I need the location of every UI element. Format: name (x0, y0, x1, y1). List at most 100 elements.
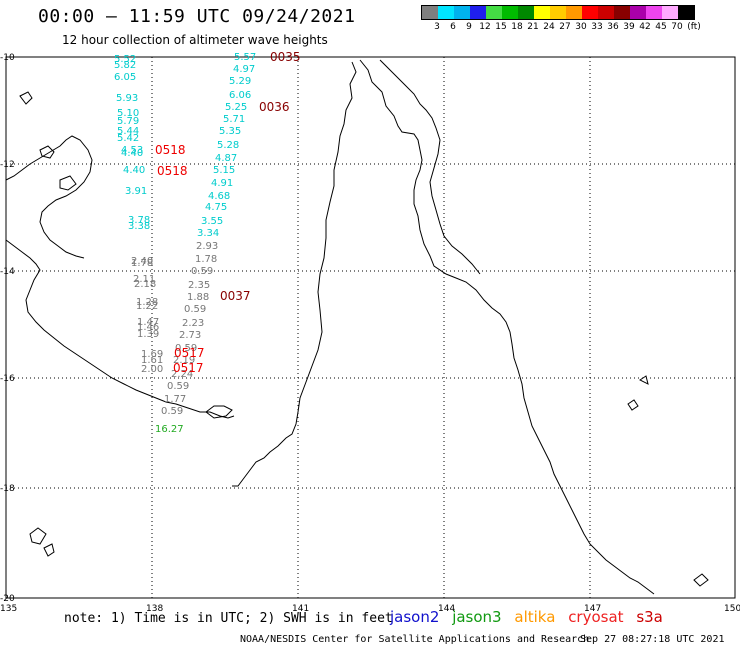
island-9 (639, 375, 649, 385)
wave-height-value: 5.28 (217, 140, 239, 151)
legend-label: 6 (450, 22, 456, 32)
legend-swatch (630, 6, 646, 19)
legend-swatch (454, 6, 470, 19)
wave-height-value: 5.44 (117, 126, 139, 137)
wave-height-value: 2.00 (141, 364, 163, 375)
latitude-tick-label: -16 (0, 374, 15, 384)
coastline (5, 59, 709, 595)
legend-label: 39 (623, 22, 635, 32)
wave-height-value: 6.05 (114, 72, 136, 83)
legend-label: 36 (607, 22, 619, 32)
wave-height-value: 1.47 (137, 317, 159, 328)
legend-swatch (470, 6, 486, 19)
wave-height-value: 2.19 (173, 355, 195, 366)
pass-time-label: 0036 (259, 100, 290, 114)
legend-label: 70 (671, 22, 683, 32)
coastline-arnhem-east (5, 135, 93, 259)
sat-jason2: jason2 (390, 608, 440, 626)
wave-height-value: 4.87 (215, 153, 237, 164)
island-2 (59, 175, 77, 191)
island-5 (43, 543, 55, 557)
wave-height-observations: 5.525.826.055.935.105.795.445.424.534.40… (114, 52, 256, 435)
island-8 (693, 573, 709, 587)
pass-time-label: 0517 (174, 346, 205, 360)
wave-height-value: 1.78 (131, 258, 153, 269)
legend-swatch (678, 6, 694, 19)
wave-height-value: 4.40 (121, 148, 143, 159)
wave-height-value: 3.55 (201, 216, 223, 227)
pass-time-label: 0037 (220, 289, 251, 303)
wave-height-value: 5.82 (114, 60, 136, 71)
wave-height-value: 1.28 (136, 297, 158, 308)
map-title: 00:00 — 11:59 UTC 09/24/2021 (38, 6, 356, 27)
wave-height-value: 0.59 (175, 343, 197, 354)
legend-label: 12 (479, 22, 491, 32)
wave-height-value: 5.71 (223, 114, 245, 125)
wave-height-value: 2.73 (179, 330, 201, 341)
wave-height-value: 4.75 (205, 202, 227, 213)
island-6 (19, 91, 33, 105)
map-frame (5, 56, 736, 599)
latitude-tick-label: -12 (0, 160, 15, 170)
longitude-tick-label: 144 (438, 604, 455, 614)
legend-labels: 3 6 9 12 15 18 21 24 27 30 33 36 39 42 45 70 (ft) (421, 22, 740, 34)
legend-unit: (ft) (687, 22, 701, 32)
wave-height-value: 4.91 (211, 178, 233, 189)
legend-label: 33 (591, 22, 603, 32)
legend-swatch (662, 6, 678, 19)
wave-height-value: 16.27 (155, 424, 184, 435)
legend-label: 27 (559, 22, 571, 32)
coastline-east-inner (379, 59, 481, 275)
axis-ticks: 135 138 141 144 147 150 -10 -12 -14 -16 -18 -20 (0, 53, 740, 614)
legend-swatches (421, 5, 695, 20)
island-3 (205, 405, 233, 419)
legend-swatch (646, 6, 662, 19)
island-7 (627, 399, 639, 411)
sat-altika: altika (514, 608, 556, 626)
legend-label: 3 (434, 22, 440, 32)
credit-text: NOAA/NESDIS Center for Satellite Applica… (240, 634, 590, 645)
island-4 (29, 527, 47, 545)
legend-swatch (502, 6, 518, 19)
wave-height-value: 1.88 (187, 292, 209, 303)
latitude-tick-label: -10 (0, 53, 15, 63)
wave-height-value: 0.59 (161, 406, 183, 417)
latitude-tick-label: -18 (0, 484, 15, 494)
wave-height-value: 0.59 (184, 304, 206, 315)
wave-height-value: 1.39 (137, 329, 159, 340)
wave-height-value: 6.06 (229, 90, 251, 101)
legend-swatch (438, 6, 454, 19)
legend-swatch (582, 6, 598, 19)
wave-height-value: 5.57 (234, 52, 256, 63)
wave-height-value: 4.68 (208, 191, 230, 202)
coastline-gulf-west (5, 239, 235, 419)
legend-label: 24 (543, 22, 555, 32)
wave-height-value: 5.29 (229, 76, 251, 87)
island-1 (39, 145, 55, 159)
legend-label: 45 (655, 22, 667, 32)
wave-height-value: 1.77 (164, 394, 186, 405)
wave-height-value: 1.22 (136, 301, 158, 312)
sat-cryosat: cryosat (568, 608, 624, 626)
pass-time-label: 0035 (270, 50, 301, 64)
wave-height-value: 0.59 (167, 381, 189, 392)
legend-label: 18 (511, 22, 523, 32)
latitude-tick-label: -20 (0, 594, 15, 604)
wave-height-value: 2.23 (182, 318, 204, 329)
wave-height-value: 2.40 (131, 256, 153, 267)
latitude-tick-label: -14 (0, 267, 15, 277)
wave-height-value: 4.53 (121, 145, 143, 156)
wave-height-value: 5.52 (114, 54, 136, 65)
legend-swatch (614, 6, 630, 19)
longitude-tick-label: 141 (292, 604, 309, 614)
wave-height-value: 5.93 (116, 93, 138, 104)
wave-height-value: 1.69 (141, 349, 163, 360)
wave-height-value: 3.38 (128, 221, 150, 232)
footer-note: note: 1) Time is in UTC; 2) SWH is in fe… (64, 611, 393, 626)
legend-label: 42 (639, 22, 651, 32)
wave-height-value: 1.78 (195, 254, 217, 265)
wave-height-value: 2.11 (133, 274, 155, 285)
wave-height-value: 2.93 (196, 241, 218, 252)
